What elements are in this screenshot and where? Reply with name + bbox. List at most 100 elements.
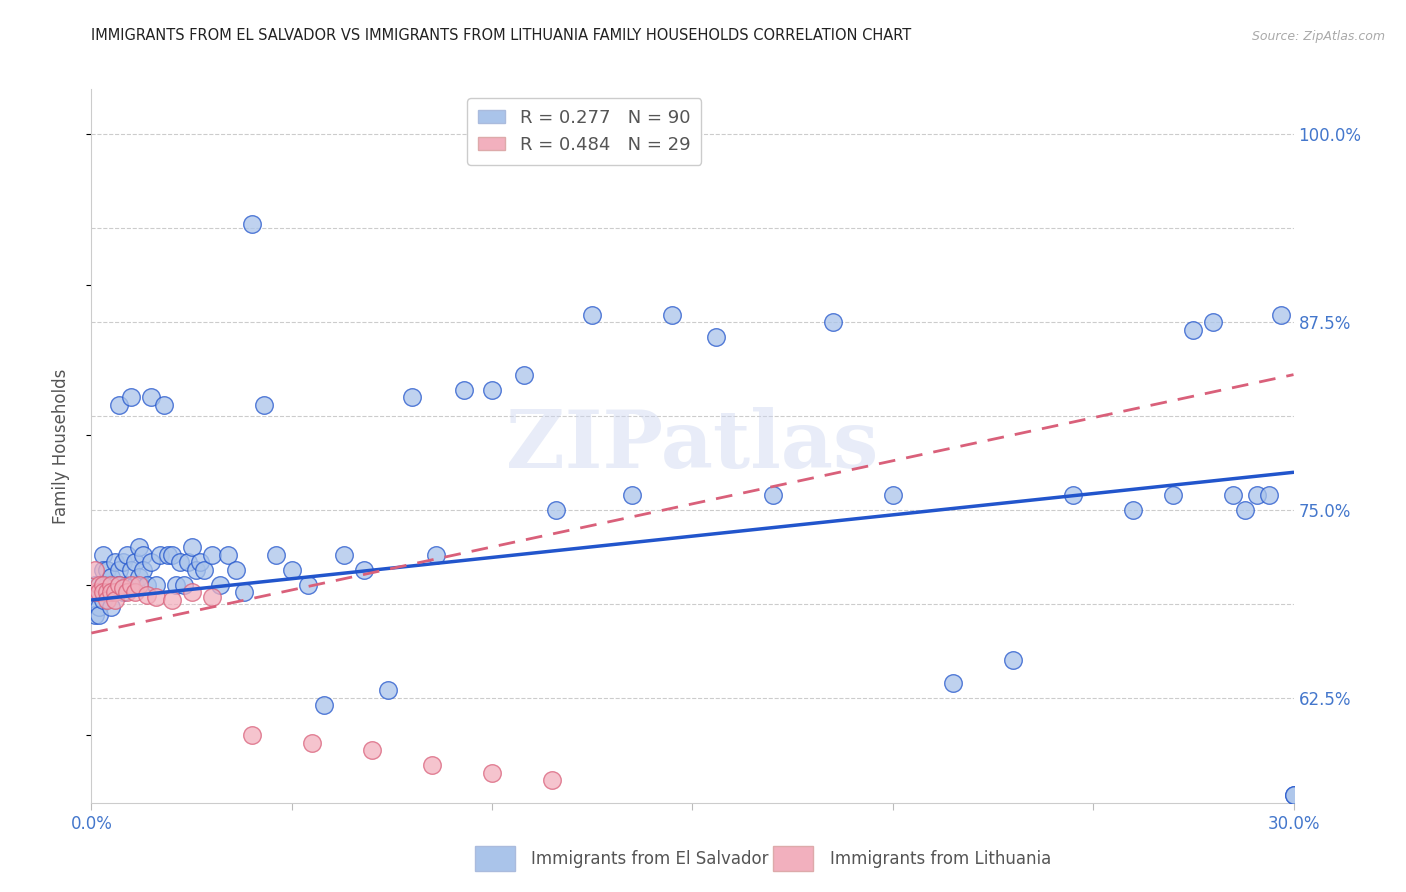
Point [312, 698, 335, 713]
Point [145, 590, 167, 604]
Point [89, 607, 111, 622]
Point [184, 563, 207, 577]
Point [100, 585, 122, 599]
Point [96, 585, 118, 599]
Point [84, 563, 107, 577]
Point [100, 570, 122, 584]
Point [281, 563, 304, 577]
Point [173, 578, 195, 592]
Point [513, 368, 536, 382]
Point [128, 570, 150, 584]
Text: Source: ZipAtlas.com: Source: ZipAtlas.com [1251, 29, 1385, 43]
Point [89, 600, 111, 615]
Point [301, 736, 323, 750]
Point [121, 578, 143, 592]
Point [253, 398, 276, 412]
Point [297, 578, 319, 592]
Point [1062, 488, 1084, 502]
Point [104, 556, 127, 570]
Point [165, 578, 187, 592]
Point [108, 563, 131, 577]
Text: ZIPatlas: ZIPatlas [506, 407, 879, 485]
Point [821, 315, 844, 329]
Point [232, 585, 254, 599]
Bar [475, 847, 515, 871]
Point [201, 548, 224, 562]
Legend: R = 0.277   N = 90, R = 0.484   N = 29: R = 0.277 N = 90, R = 0.484 N = 29 [467, 98, 702, 165]
Point [93, 593, 115, 607]
Point [124, 578, 146, 592]
Point [360, 743, 382, 757]
Point [240, 218, 263, 232]
Point [108, 578, 131, 592]
Point [420, 758, 443, 772]
Point [108, 578, 131, 592]
Point [148, 548, 170, 562]
Text: Immigrants from El Salvador: Immigrants from El Salvador [531, 849, 769, 868]
Point [706, 330, 728, 344]
Point [208, 578, 231, 592]
Point [1222, 488, 1244, 502]
Point [541, 773, 564, 788]
Point [1001, 653, 1024, 667]
Point [1258, 488, 1281, 502]
Point [117, 578, 139, 592]
Point [201, 590, 224, 604]
Point [240, 728, 263, 742]
Point [661, 308, 683, 322]
Point [353, 563, 375, 577]
Point [132, 548, 155, 562]
Point [1182, 322, 1205, 336]
Point [128, 541, 150, 555]
Point [121, 563, 143, 577]
Point [169, 556, 191, 570]
Point [1282, 789, 1305, 803]
Point [128, 578, 150, 592]
Point [546, 503, 568, 517]
Point [401, 390, 423, 404]
Point [1202, 315, 1225, 329]
Point [112, 581, 135, 595]
Point [104, 578, 127, 592]
Text: IMMIGRANTS FROM EL SALVADOR VS IMMIGRANTS FROM LITHUANIA FAMILY HOUSEHOLDS CORRE: IMMIGRANTS FROM EL SALVADOR VS IMMIGRANT… [91, 28, 911, 43]
Point [124, 585, 146, 599]
Point [100, 600, 122, 615]
Point [100, 585, 122, 599]
Point [93, 548, 115, 562]
Point [93, 563, 115, 577]
Point [425, 548, 447, 562]
Point [112, 585, 135, 599]
Y-axis label: Family Households: Family Households [52, 368, 70, 524]
Point [89, 585, 111, 599]
Point [141, 390, 163, 404]
Point [264, 548, 287, 562]
Point [117, 585, 139, 599]
Point [96, 563, 118, 577]
Point [108, 398, 131, 412]
Point [93, 578, 115, 592]
Point [145, 578, 167, 592]
Point [93, 578, 115, 592]
Point [152, 398, 174, 412]
Point [180, 585, 202, 599]
Point [942, 675, 965, 690]
Bar [773, 847, 813, 871]
Point [96, 578, 118, 592]
Point [84, 607, 107, 622]
Point [104, 593, 127, 607]
Point [89, 578, 111, 592]
Point [160, 593, 183, 607]
Point [1163, 488, 1185, 502]
Point [481, 383, 503, 397]
Point [84, 578, 107, 592]
Point [96, 593, 118, 607]
Point [132, 563, 155, 577]
Point [180, 541, 202, 555]
Point [1234, 503, 1257, 517]
Point [1246, 488, 1268, 502]
Point [581, 308, 603, 322]
Point [89, 585, 111, 599]
Point [882, 488, 904, 502]
Point [136, 578, 159, 592]
Point [217, 548, 239, 562]
